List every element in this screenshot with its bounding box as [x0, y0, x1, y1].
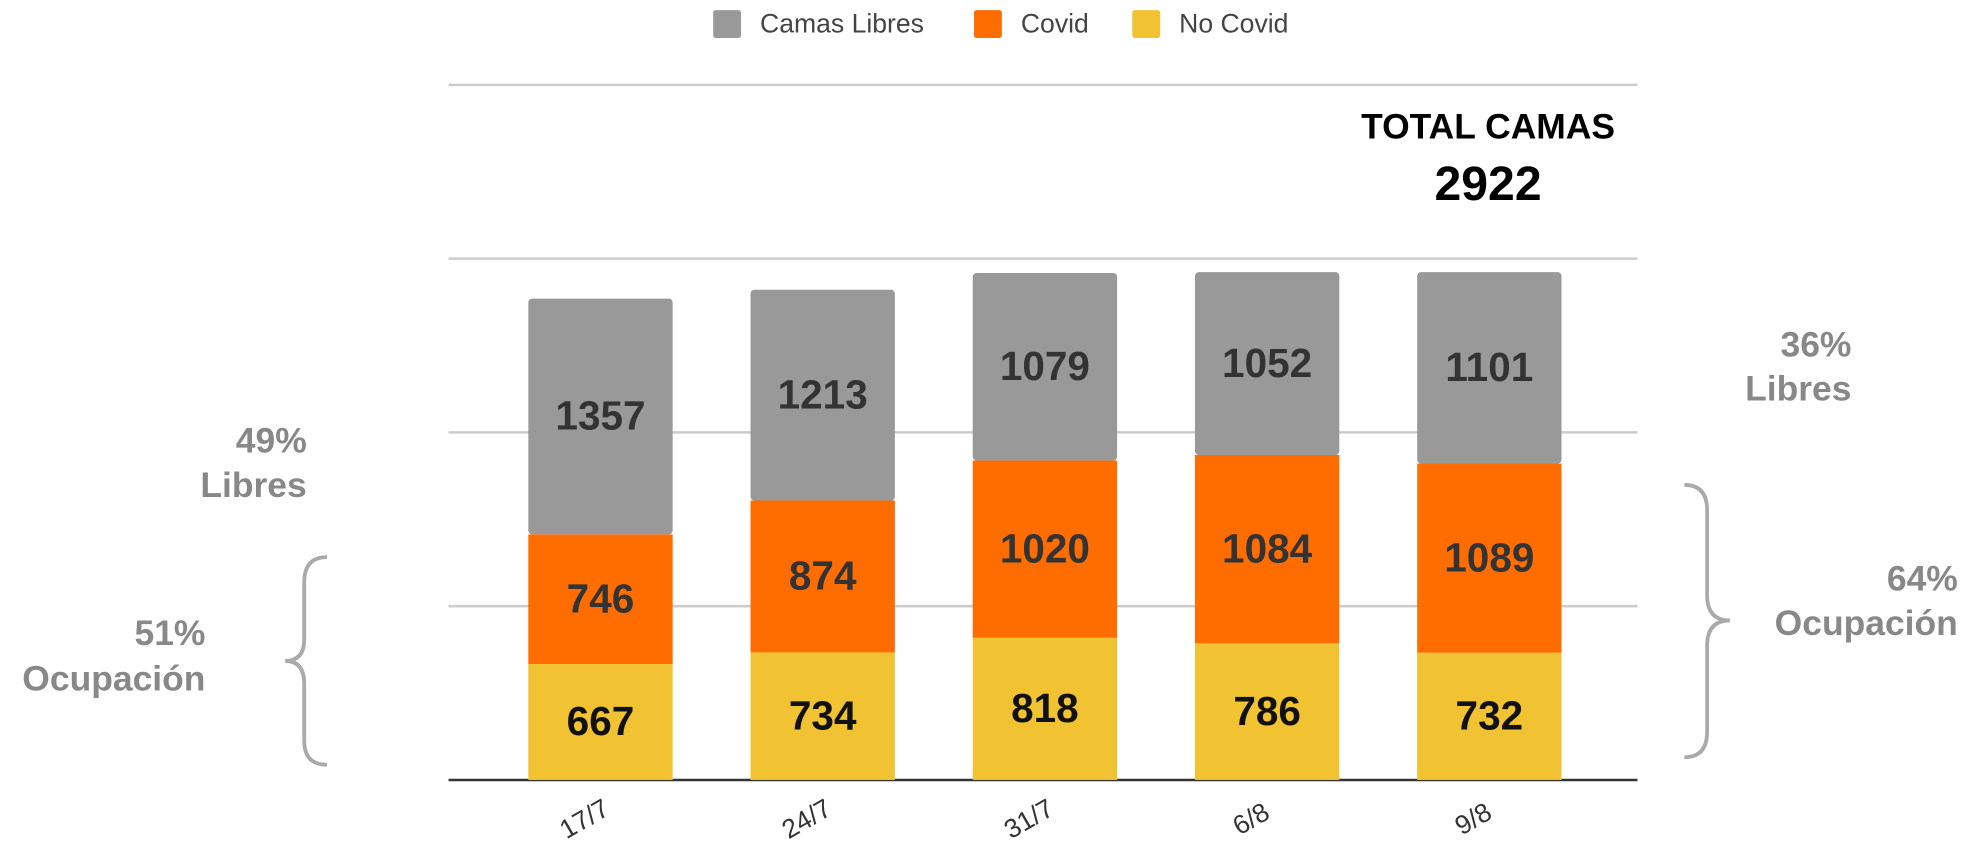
annotation: 51%: [135, 613, 206, 653]
bar-segment: [972, 637, 1118, 780]
data-label: 818: [1011, 685, 1079, 731]
data-label: 746: [567, 575, 635, 621]
bar-segment: [528, 298, 673, 535]
annotation: 2922: [1435, 157, 1542, 211]
annotation: Ocupación: [22, 659, 205, 699]
data-label: 732: [1456, 693, 1524, 739]
x-tick-label: 31/7: [999, 793, 1059, 842]
data-label: 1213: [778, 371, 868, 417]
bar-segment: [750, 500, 895, 653]
x-tick-label: 6/8: [1227, 797, 1274, 841]
data-label: 1101: [1445, 344, 1533, 390]
data-label: 1052: [1222, 340, 1312, 386]
annotation: 36%: [1781, 324, 1852, 364]
data-label: 734: [789, 692, 857, 738]
left-brace: [285, 555, 328, 767]
x-tick-label: 9/8: [1450, 797, 1497, 841]
data-label: 1084: [1222, 525, 1313, 571]
x-tick-label: 17/7: [554, 793, 614, 842]
legend-swatch: [974, 10, 1002, 38]
data-label: 1357: [555, 393, 645, 439]
legend-label: No Covid: [1179, 8, 1288, 38]
bar-segment: [1417, 463, 1562, 653]
bar-segment: [1194, 454, 1340, 644]
data-label: 1089: [1444, 534, 1534, 580]
annotation: Libres: [200, 465, 306, 505]
data-label: 1079: [1000, 343, 1090, 389]
legend-label: Covid: [1021, 8, 1089, 38]
bar-segment: [528, 534, 673, 665]
annotation: Libres: [1745, 369, 1851, 409]
annotation: 49%: [236, 421, 307, 461]
annotation: TOTAL CAMAS: [1361, 107, 1615, 147]
right-brace: [1684, 483, 1731, 760]
bar-segment: [750, 652, 895, 780]
data-label: 1020: [1000, 525, 1090, 571]
bar-segment: [972, 460, 1118, 638]
bar-segment: [1417, 272, 1562, 464]
bar-segment: [1194, 272, 1340, 455]
data-label: 667: [567, 698, 635, 744]
bar-segment: [972, 273, 1118, 461]
data-label: 874: [789, 553, 857, 599]
bar-segment: [528, 664, 673, 780]
legend-swatch: [713, 10, 742, 38]
bar-segment: [750, 289, 895, 501]
annotation: Ocupación: [1775, 603, 1958, 643]
legend-label: Camas Libres: [760, 8, 924, 38]
legend-swatch: [1132, 10, 1161, 38]
annotation: 64%: [1887, 559, 1958, 599]
bar-segment: [1194, 643, 1340, 780]
data-label: 786: [1233, 688, 1301, 734]
x-tick-label: 24/7: [777, 793, 837, 842]
bar-segment: [1417, 652, 1562, 780]
